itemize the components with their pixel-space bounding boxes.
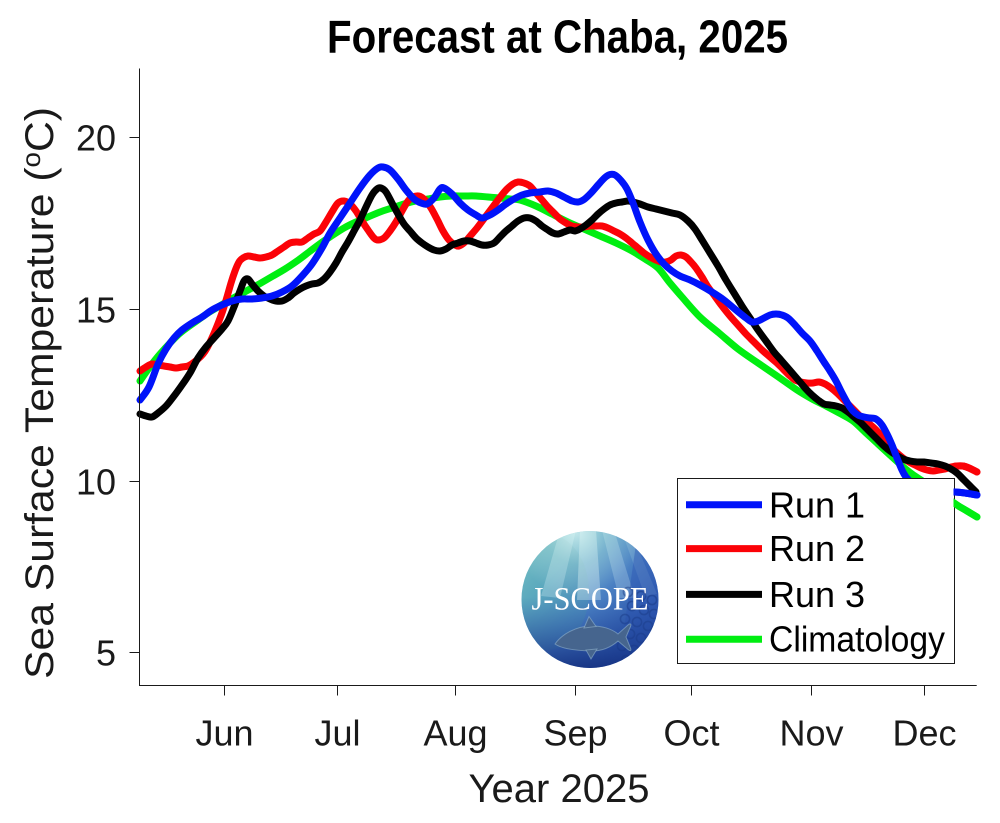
svg-text:Run 1: Run 1	[769, 484, 865, 525]
svg-text:5: 5	[96, 633, 116, 674]
svg-text:Dec: Dec	[892, 713, 956, 754]
svg-text:Run 3: Run 3	[769, 574, 865, 615]
svg-text:20: 20	[76, 118, 116, 159]
svg-text:Jul: Jul	[314, 713, 360, 754]
svg-text:Aug: Aug	[423, 713, 487, 754]
svg-text:Jun: Jun	[195, 713, 253, 754]
svg-text:J-SCOPE: J-SCOPE	[532, 582, 649, 618]
svg-text:Year 2025: Year 2025	[469, 767, 650, 811]
svg-text:Climatology: Climatology	[769, 619, 945, 660]
svg-text:Nov: Nov	[779, 713, 843, 754]
svg-text:Sea Surface Temperature (oC): Sea Surface Temperature (oC)	[16, 107, 62, 679]
svg-text:Forecast at Chaba, 2025: Forecast at Chaba, 2025	[327, 11, 788, 63]
svg-text:Run 2: Run 2	[769, 528, 865, 569]
svg-text:Oct: Oct	[663, 713, 719, 754]
svg-text:Sep: Sep	[543, 713, 607, 754]
svg-text:10: 10	[76, 462, 116, 503]
svg-text:15: 15	[76, 290, 116, 331]
